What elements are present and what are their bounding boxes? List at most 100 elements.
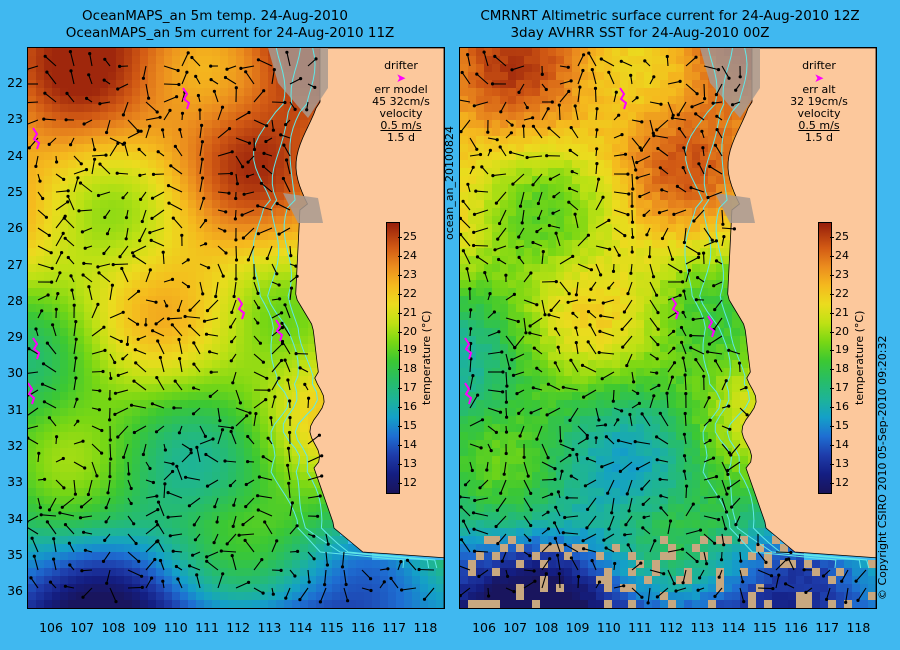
- arrow-head: [256, 204, 260, 208]
- velocity-arrow: [519, 425, 525, 437]
- arrow-head: [511, 182, 515, 186]
- arrow-head: [599, 57, 603, 61]
- colorbar-tick: [830, 293, 834, 295]
- arrow-head: [689, 346, 693, 350]
- arrow-head: [856, 598, 860, 603]
- velocity-arrow: [232, 371, 237, 383]
- arrow-head: [648, 255, 652, 259]
- arrow-head: [281, 176, 285, 181]
- contour-line: [283, 48, 438, 569]
- arrow-head: [696, 255, 701, 259]
- velocity-arrow: [505, 335, 516, 348]
- arrow-head: [67, 541, 71, 545]
- arrow-head: [307, 580, 311, 584]
- x-tick-label: 113: [690, 620, 715, 635]
- x-tick-label: 107: [70, 620, 95, 635]
- velocity-arrow: [217, 191, 230, 194]
- arrow-head: [244, 70, 248, 74]
- arrow-head: [209, 78, 213, 82]
- velocity-arrow: [473, 512, 489, 517]
- arrow-head: [541, 250, 545, 254]
- arrow-head: [62, 486, 66, 490]
- right-legend-speed: 0.5 m/s: [798, 119, 840, 132]
- arrow-head: [28, 347, 31, 351]
- arrow-head: [460, 495, 462, 499]
- arrow-head: [678, 293, 682, 297]
- arrow-head: [184, 475, 188, 479]
- velocity-arrow: [523, 497, 532, 511]
- velocity-arrow: [226, 533, 237, 545]
- velocity-arrow: [163, 483, 166, 499]
- velocity-arrow: [621, 60, 633, 67]
- velocity-arrow: [522, 126, 525, 139]
- y-tick-label: 29: [7, 329, 23, 345]
- arrow-head: [655, 458, 659, 462]
- arrow-head: [475, 147, 479, 151]
- arrow-head: [517, 235, 521, 239]
- velocity-arrow: [73, 339, 77, 355]
- arrow-head: [103, 348, 107, 352]
- arrow-head: [714, 239, 718, 243]
- arrow-head: [277, 283, 281, 287]
- velocity-arrow: [145, 269, 151, 283]
- left-map: [28, 48, 444, 608]
- velocity-arrow: [667, 311, 678, 319]
- right-legend-velocity: velocity: [797, 107, 841, 120]
- velocity-arrow: [91, 370, 104, 373]
- arrow-head: [610, 511, 614, 515]
- arrow-head: [573, 104, 577, 108]
- arrow-head: [597, 418, 601, 422]
- arrow-head: [205, 555, 209, 559]
- arrow-head: [166, 515, 170, 519]
- velocity-arrow: [266, 245, 273, 259]
- velocity-arrow: [582, 533, 597, 542]
- arrow-head: [706, 195, 710, 200]
- arrow-head: [694, 112, 698, 116]
- arrow-head: [82, 530, 86, 534]
- arrow-head: [789, 550, 793, 555]
- arrow-head: [655, 357, 659, 361]
- velocity-arrow: [109, 353, 116, 363]
- arrow-head: [460, 216, 462, 220]
- arrow-head: [60, 251, 64, 255]
- arrow-head: [180, 233, 184, 237]
- arrow-head: [668, 519, 673, 523]
- velocity-arrow: [721, 497, 728, 513]
- left-legend-speed: 0.5 m/s: [380, 119, 422, 132]
- arrow-head: [630, 250, 634, 254]
- arrow-head: [642, 515, 646, 519]
- velocity-arrow: [199, 141, 203, 157]
- arrow-head: [518, 204, 523, 208]
- velocity-arrow: [73, 479, 76, 495]
- velocity-arrow: [595, 219, 610, 229]
- arrow-head: [553, 361, 557, 365]
- arrow-head: [461, 519, 466, 523]
- velocity-arrow: [559, 454, 571, 463]
- arrow-head: [594, 436, 598, 440]
- arrow-head: [256, 321, 260, 325]
- velocity-arrow: [559, 255, 573, 265]
- arrow-head: [517, 411, 521, 415]
- arrow-head: [121, 113, 125, 117]
- x-tick-label: 116: [784, 620, 808, 635]
- velocity-arrow: [631, 137, 641, 149]
- arrow-head: [708, 164, 712, 169]
- velocity-arrow: [631, 562, 642, 571]
- velocity-arrow: [28, 119, 39, 125]
- arrow-head: [547, 313, 551, 317]
- velocity-arrow: [475, 190, 489, 193]
- arrow-head: [631, 187, 635, 191]
- arrow-head: [205, 309, 210, 313]
- y-tick-label: 23: [7, 111, 23, 127]
- arrow-head: [725, 492, 729, 496]
- arrow-head: [74, 337, 78, 341]
- velocity-arrow: [721, 209, 724, 225]
- arrow-head: [131, 251, 135, 255]
- arrow-head: [171, 469, 175, 474]
- velocity-arrow: [325, 551, 328, 566]
- arrow-head: [280, 311, 284, 315]
- arrow-head: [625, 492, 629, 496]
- velocity-arrow: [559, 91, 570, 103]
- arrow-head: [626, 292, 630, 296]
- arrow-head: [535, 437, 539, 441]
